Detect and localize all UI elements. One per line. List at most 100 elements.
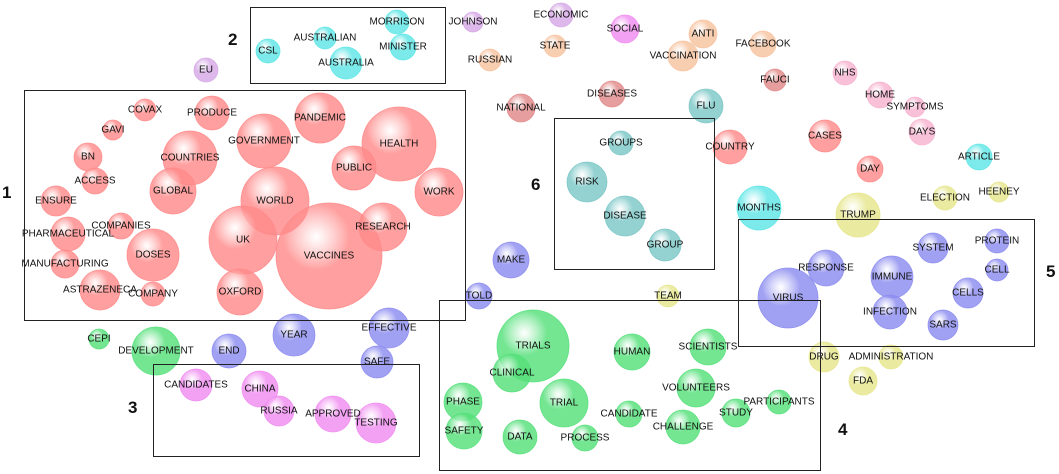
bubble-label-scientists: SCIENTISTS [679,342,738,353]
bubble-label-fda: FDA [853,376,873,387]
cluster-box-3 [153,364,420,457]
bubble-participants [766,389,792,415]
bubble-label-article: ARTICLE [958,152,1000,163]
bubble-facebook [749,30,777,58]
bubble-label-cepi: CEPI [87,334,110,345]
bubble-label-australian: AUSTRALIAN [294,33,357,44]
bubble-label-team: TEAM [654,291,682,302]
bubble-label-eu: EU [199,65,213,76]
bubble-team [656,284,680,308]
bubble-label-cell: CELL [984,265,1009,276]
bubble-label-facebook: FACEBOOK [735,39,790,50]
bubble-label-infection: INFECTION [863,307,917,318]
bubble-label-state: STATE [540,41,571,52]
bubble-label-csl: CSL [258,46,278,57]
bubble-label-human: HUMAN [614,347,651,358]
bubble-label-vaccines: VACCINES [304,251,355,262]
bubble-global [149,167,197,215]
bubble-label-groups: GROUPS [599,138,643,149]
bubble-label-trial: TRIAL [550,398,579,409]
bubble-safe [360,345,394,379]
bubble-country [712,129,748,165]
bubble-groups [608,130,634,156]
bubble-health [361,106,437,182]
bubble-election [932,185,958,211]
bubble-label-election: ELECTION [920,193,970,204]
bubble-label-months: MONTHS [737,203,781,214]
bubble-make [492,241,530,279]
bubble-label-work: WORK [423,187,454,198]
bubble-testing [355,402,397,444]
bubble-protein [984,228,1010,254]
bubble-trump [835,192,881,238]
bubble-minister [389,33,417,61]
bubble-doses [126,228,180,282]
bubble-label-economic: ECONOMIC [534,10,589,21]
bubble-volunteers [676,368,716,408]
bubble-label-government: GOVERNMENT [228,136,300,147]
bubble-response [807,249,845,287]
bubble-label-development: DEVELOPMENT [118,346,194,357]
bubble-label-cases: CASES [808,131,842,142]
bubble-label-flu: FLU [697,101,716,112]
bubble-label-risk: RISK [575,177,599,188]
bubble-virus [757,267,819,329]
cluster-box-5 [738,219,1035,347]
bubble-australian [313,26,337,50]
bubble-label-year: YEAR [280,330,307,341]
cluster-number-4: 4 [838,420,848,439]
bubble-label-produce: PRODUCE [187,108,237,119]
bubble-label-johnson: JOHNSON [449,17,498,28]
bubble-drug [808,341,840,373]
bubble-diseases [598,80,626,108]
bubble-label-candidates: CANDIDATES [164,380,228,391]
bubble-nhs [832,60,858,86]
bubble-company [140,281,166,307]
bubble-effective [368,307,410,349]
bubble-label-pandemic: PANDEMIC [294,113,346,124]
cluster-box-1 [24,90,466,321]
bubble-label-study: STUDY [719,408,753,419]
bubble-vaccination [667,40,699,72]
bubble-produce [194,95,230,131]
bubble-label-immune: IMMUNE [872,272,913,283]
bubble-companies [107,212,135,240]
bubble-vaccines [275,202,383,310]
bubble-label-virus: VIRUS [773,293,804,304]
bubble-label-astrazeneca: ASTRAZENECA [63,285,137,296]
bubble-trial [539,378,589,428]
bubble-cell [985,258,1009,282]
bubble-pandemic [294,92,346,144]
bubble-label-uk: UK [236,235,250,246]
bubble-study [721,398,751,428]
bubble-infection [872,294,908,330]
bubble-label-national: NATIONAL [496,103,546,114]
bubble-anti [688,19,718,49]
bubble-scientists [689,328,727,366]
bubble-government [236,113,292,169]
bubble-cells [952,277,984,309]
bubble-human [613,333,651,371]
bubble-covax [133,98,157,122]
bubble-cases [808,119,842,153]
bubble-label-bn: BN [81,152,95,163]
bubble-csl [255,38,281,64]
bubble-home [866,81,894,109]
bubble-label-response: RESPONSE [798,263,854,274]
bubble-label-country: COUNTRY [705,142,755,153]
bubble-johnson [462,11,484,33]
bubble-label-data: DATA [507,432,533,443]
bubble-label-global: GLOBAL [153,186,193,197]
cluster-number-2: 2 [228,30,238,49]
bubble-label-oxford: OXFORD [219,287,262,298]
bubble-label-candidate: CANDIDATE [600,409,657,420]
bubble-state [543,34,567,58]
bubble-label-challenge: CHALLENGE [653,422,714,433]
cluster-number-5: 5 [1046,262,1056,281]
bubble-development [131,326,181,376]
bubble-safety [445,412,483,450]
bubble-label-china: CHINA [244,384,275,395]
bubble-label-health: HEALTH [380,139,419,150]
bubble-research [358,202,408,252]
